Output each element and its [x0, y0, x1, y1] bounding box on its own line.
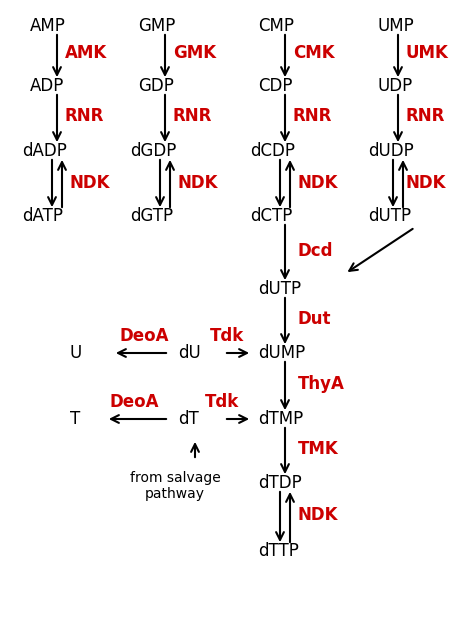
- Text: NDK: NDK: [70, 174, 110, 192]
- Text: dU: dU: [178, 344, 201, 362]
- Text: UMK: UMK: [406, 44, 449, 62]
- Text: GMK: GMK: [173, 44, 216, 62]
- Text: RNR: RNR: [293, 107, 332, 125]
- Text: DeoA: DeoA: [110, 393, 159, 411]
- Text: NDK: NDK: [178, 174, 219, 192]
- Text: dUMP: dUMP: [258, 344, 305, 362]
- Text: T: T: [70, 410, 80, 428]
- Text: RNR: RNR: [65, 107, 104, 125]
- Text: dT: dT: [178, 410, 199, 428]
- Text: U: U: [70, 344, 82, 362]
- Text: from salvage
pathway: from salvage pathway: [129, 471, 220, 501]
- Text: dTTP: dTTP: [258, 542, 299, 560]
- Text: TMK: TMK: [298, 440, 339, 458]
- Text: dUDP: dUDP: [368, 142, 414, 160]
- Text: dGDP: dGDP: [130, 142, 176, 160]
- Text: CDP: CDP: [258, 77, 292, 95]
- Text: CMK: CMK: [293, 44, 335, 62]
- Text: GMP: GMP: [138, 17, 175, 35]
- Text: dADP: dADP: [22, 142, 67, 160]
- Text: NDK: NDK: [298, 506, 338, 524]
- Text: CMP: CMP: [258, 17, 294, 35]
- Text: Dut: Dut: [298, 310, 331, 328]
- Text: RNR: RNR: [173, 107, 212, 125]
- Text: DeoA: DeoA: [120, 327, 170, 345]
- Text: dCTP: dCTP: [250, 207, 292, 225]
- Text: RNR: RNR: [406, 107, 446, 125]
- Text: dTDP: dTDP: [258, 474, 302, 492]
- Text: dATP: dATP: [22, 207, 63, 225]
- Text: dGTP: dGTP: [130, 207, 173, 225]
- Text: GDP: GDP: [138, 77, 174, 95]
- Text: dCDP: dCDP: [250, 142, 295, 160]
- Text: Tdk: Tdk: [210, 327, 244, 345]
- Text: ADP: ADP: [30, 77, 64, 95]
- Text: ThyA: ThyA: [298, 375, 345, 393]
- Text: dTMP: dTMP: [258, 410, 303, 428]
- Text: NDK: NDK: [406, 174, 447, 192]
- Text: UDP: UDP: [378, 77, 413, 95]
- Text: dUTP: dUTP: [368, 207, 411, 225]
- Text: AMP: AMP: [30, 17, 66, 35]
- Text: Tdk: Tdk: [205, 393, 239, 411]
- Text: Dcd: Dcd: [298, 242, 334, 260]
- Text: dUTP: dUTP: [258, 280, 301, 298]
- Text: AMK: AMK: [65, 44, 107, 62]
- Text: NDK: NDK: [298, 174, 338, 192]
- Text: UMP: UMP: [378, 17, 415, 35]
